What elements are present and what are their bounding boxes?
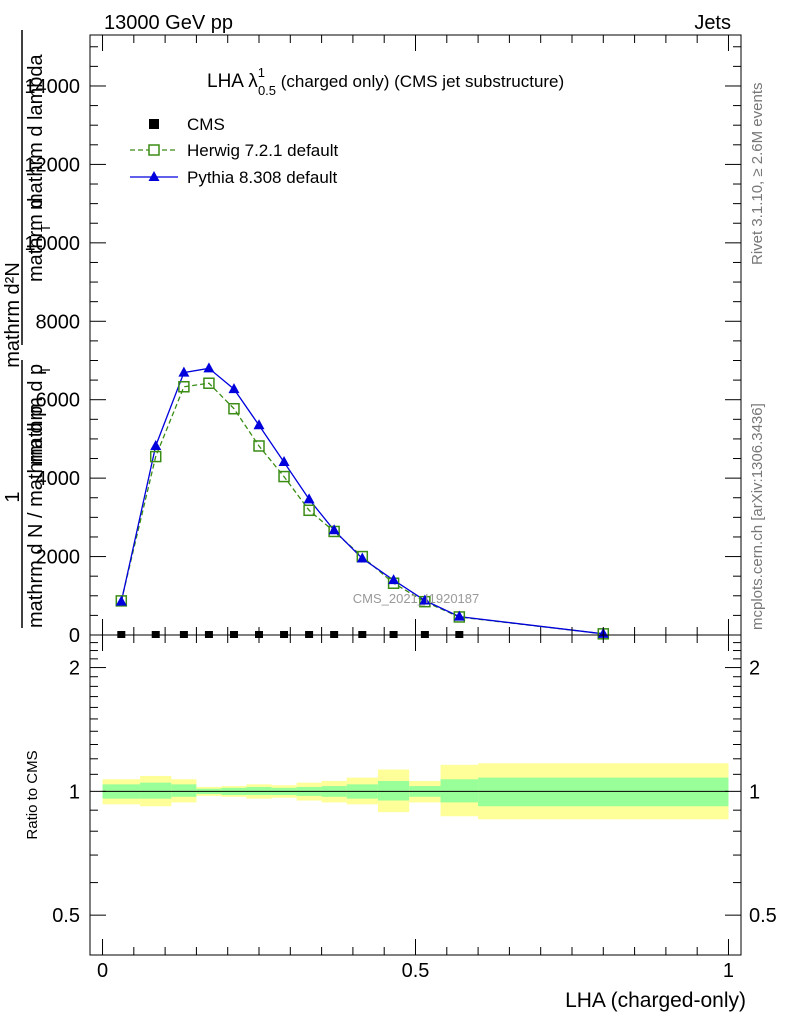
herwig-point	[203, 377, 215, 389]
main-y-tick-label: 10000	[24, 233, 80, 255]
legend-label: Herwig 7.2.1 default	[187, 141, 338, 160]
ylabel-part-3: mathrm d p	[25, 364, 47, 465]
ylabel-part-2: mathrm d²N	[2, 262, 24, 368]
main-y-tick-label: 4000	[36, 468, 81, 490]
ylabel-one: 1	[2, 491, 24, 502]
ylabel-part-4: mathrm d lambda	[25, 54, 47, 210]
ratio-y-tick-label: 2	[69, 658, 80, 680]
watermark: CMS_2021_I1920187	[353, 591, 480, 606]
legend-cms-marker	[149, 119, 159, 129]
legend-herwig-marker	[148, 144, 160, 156]
ylabel-part-5: mathrm d	[25, 198, 47, 282]
title-main: LHA λ	[207, 71, 258, 92]
ratio-y-label: Ratio to CMS	[24, 750, 41, 839]
pythia-point	[419, 594, 431, 605]
ratio-y-tick-label-right: 0.5	[749, 905, 777, 927]
ratio-y-tick-label-right: 1	[749, 781, 760, 803]
ylabel-part-1: mathrm d N / mathrm d p	[25, 406, 47, 628]
main-title: LHA λ1 0.5 (charged only) (CMS jet substr…	[207, 65, 564, 98]
legend-pythia-marker	[148, 171, 160, 181]
herwig-point	[149, 450, 162, 463]
herwig-point	[278, 470, 290, 483]
pythia-point	[203, 362, 215, 373]
header-right: Jets	[694, 12, 731, 34]
pythia-point	[150, 439, 162, 450]
pythia-point	[253, 419, 265, 430]
mcplots-label: mcplots.cern.ch [arXiv:1306.3436]	[749, 403, 766, 630]
legend: CMS Herwig 7.2.1 default Pythia 8.308 defa…	[130, 115, 338, 187]
pythia-point	[303, 493, 315, 504]
pythia-point	[228, 383, 240, 394]
herwig-point	[253, 440, 265, 452]
herwig-point	[303, 504, 315, 517]
main-y-tick-label: 12000	[24, 154, 80, 176]
pythia-point	[453, 610, 465, 621]
ratio-inner-band	[440, 779, 479, 803]
x-tick-label: 0	[97, 960, 108, 982]
title-sup: 1	[258, 65, 265, 80]
pythia-point	[178, 366, 190, 377]
main-y-tick-label: 0	[69, 625, 80, 647]
main-y-label: 1 mathrm d N / mathrm d p T mathrm d²N m…	[2, 30, 53, 628]
header-left: 13000 GeV pp	[104, 12, 233, 34]
ratio-inner-band	[171, 784, 197, 797]
legend-label: Pythia 8.308 default	[187, 168, 338, 187]
title-rest: (charged only) (CMS jet substructure)	[276, 72, 564, 91]
herwig-point	[228, 402, 240, 415]
main-y-tick-label: 2000	[36, 547, 81, 569]
pythia-point	[356, 552, 368, 563]
x-tick-label: 0.5	[402, 960, 430, 982]
x-axis: 0 0.5 1	[97, 35, 734, 982]
ylabel-part-6: T	[38, 224, 53, 232]
pythia-point	[388, 574, 400, 585]
ylabel-part-1-sub: T	[38, 366, 53, 374]
ratio-y-tick-label-right: 2	[749, 658, 760, 680]
x-tick-label: 1	[723, 960, 734, 982]
legend-label: CMS	[187, 115, 225, 134]
main-y-tick-label: 6000	[36, 390, 81, 412]
pythia-point	[328, 524, 340, 535]
ratio-y-tick-label: 1	[69, 781, 80, 803]
rivet-version-label: Rivet 3.1.10, ≥ 2.6M events	[749, 83, 766, 266]
main-y-axis: 0 2000 4000 6000 8000 10000 12000 14000	[24, 46, 741, 647]
herwig-point	[178, 381, 190, 393]
ratio-inner-band	[377, 780, 410, 801]
main-y-tick-label: 8000	[36, 311, 81, 333]
ratio-inner-band	[478, 777, 729, 807]
ratio-y-tick-label: 0.5	[52, 905, 80, 927]
main-y-tick-label: 14000	[24, 76, 80, 98]
pythia-point	[278, 456, 290, 467]
ratio-plot-panel: 0.5 0.51 12 2 0 0.5 1	[52, 35, 777, 982]
ratio-inner-band	[140, 782, 172, 799]
x-axis-label: LHA (charged-only)	[565, 989, 746, 1012]
title-sub: 0.5	[258, 83, 276, 98]
pythia-point	[115, 595, 127, 606]
ratio-y-axis: 0.5 0.5 1 1 2 2	[52, 642, 777, 927]
ratio-plot-frame-top	[89, 634, 742, 956]
